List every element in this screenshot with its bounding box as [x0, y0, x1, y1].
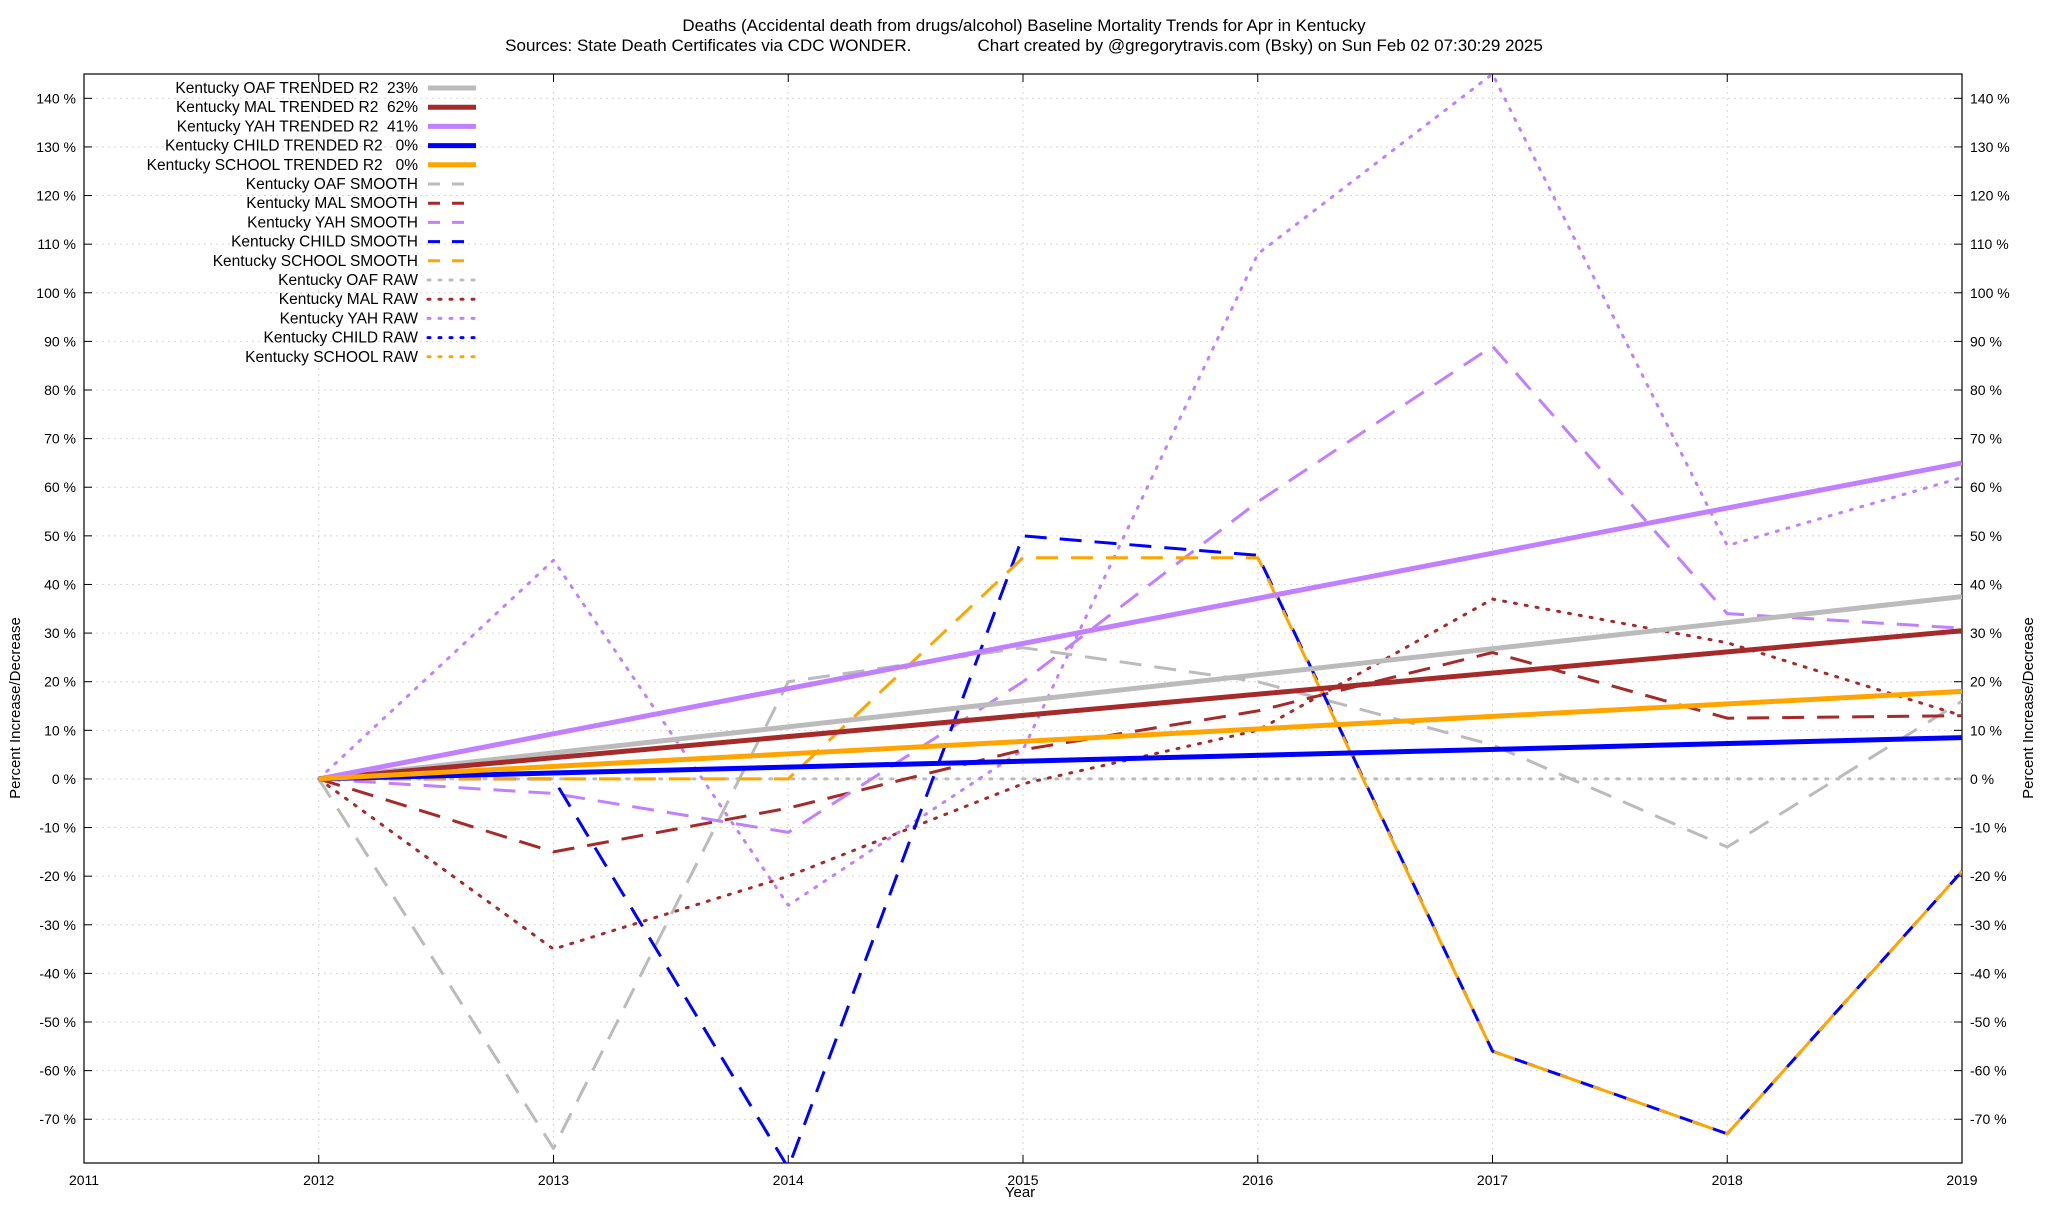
y-tick-label-left: 130 %	[36, 139, 76, 155]
y-tick-label-right: -40 %	[1970, 965, 2007, 981]
y-tick-label-left: 90 %	[44, 333, 76, 349]
legend-label: Kentucky YAH SMOOTH	[247, 214, 418, 231]
y-tick-label-right: 140 %	[1970, 90, 2010, 106]
y-tick-label-right: 30 %	[1970, 625, 2002, 641]
legend-label: Kentucky OAF SMOOTH	[246, 176, 418, 193]
y-tick-label-right: 70 %	[1970, 431, 2002, 447]
chart-title: Deaths (Accidental death from drugs/alco…	[682, 16, 1366, 35]
legend-label: Kentucky OAF RAW	[278, 272, 418, 289]
plot-frame	[83, 73, 1963, 1164]
y-tick-label-right: -20 %	[1970, 868, 2007, 884]
y-tick-label-right: 0 %	[1970, 771, 1994, 787]
x-tick-label: 2012	[303, 1172, 334, 1188]
y-tick-label-right: 40 %	[1970, 576, 2002, 592]
series-line-6	[317, 646, 1962, 1150]
y-tick-label-left: 10 %	[44, 722, 76, 738]
legend-label: Kentucky MAL TRENDED R2 62%	[176, 99, 418, 116]
y-tick-label-right: -60 %	[1970, 1063, 2007, 1079]
y-tick-label-left: 40 %	[44, 576, 76, 592]
y-tick-label-right: -30 %	[1970, 917, 2007, 933]
y-tick-label-left: 50 %	[44, 528, 76, 544]
legend-label: Kentucky CHILD SMOOTH	[231, 234, 418, 251]
y-tick-label-right: -10 %	[1970, 820, 2007, 836]
y-tick-label-left: 0 %	[52, 771, 76, 787]
series-line-10	[318, 556, 1962, 1136]
x-axis-label: Year	[1005, 1184, 1035, 1200]
x-tick-label: 2017	[1477, 1172, 1508, 1188]
y-tick-label-right: 110 %	[1970, 236, 2009, 252]
series-line-5	[318, 688, 1962, 782]
y-axis-label-left: Percent Increase/Decrease	[7, 617, 24, 799]
legend-label: Kentucky OAF TRENDED R2 23%	[175, 80, 418, 97]
legend-label: Kentucky SCHOOL SMOOTH	[213, 253, 418, 270]
x-tick-label: 2011	[69, 1172, 99, 1188]
y-tick-label-left: 70 %	[44, 431, 76, 447]
series-layer	[317, 74, 1962, 1163]
y-tick-label-left: -40 %	[39, 965, 76, 981]
legend-label: Kentucky MAL SMOOTH	[246, 195, 418, 212]
y-tick-label-right: 80 %	[1970, 382, 2002, 398]
legend-label: Kentucky YAH RAW	[280, 310, 419, 327]
y-tick-label-right: -50 %	[1970, 1014, 2007, 1030]
y-tick-label-right: 100 %	[1970, 285, 2010, 301]
series-line-3	[318, 460, 1962, 782]
y-tick-label-left: 30 %	[44, 625, 76, 641]
y-tick-label-left: -20 %	[39, 868, 76, 884]
y-tick-label-left: 60 %	[44, 479, 76, 495]
series-line-12	[317, 597, 1962, 951]
legend-label: Kentucky CHILD TRENDED R2 0%	[165, 138, 418, 155]
legend-label: Kentucky SCHOOL TRENDED R2 0%	[147, 157, 419, 174]
x-tick-label: 2016	[1242, 1172, 1273, 1188]
y-tick-label-right: 20 %	[1970, 674, 2002, 690]
y-tick-label-left: 80 %	[44, 382, 76, 398]
y-tick-label-left: -10 %	[39, 820, 76, 836]
series-line-1	[318, 594, 1962, 782]
x-tick-label: 2019	[1946, 1172, 1977, 1188]
y-tick-label-left: 140 %	[36, 90, 76, 106]
y-axis-label-right: Percent Increase/Decrease	[2020, 617, 2037, 799]
legend: Kentucky OAF TRENDED R2 23% Kentucky MAL …	[147, 80, 478, 366]
y-tick-label-right: 50 %	[1970, 528, 2002, 544]
legend-label: Kentucky YAH TRENDED R2 41%	[177, 118, 418, 135]
legend-label: Kentucky CHILD RAW	[264, 330, 419, 347]
chart-subtitle: Sources: State Death Certificates via CD…	[505, 36, 1543, 55]
y-tick-label-right: 90 %	[1970, 333, 2002, 349]
y-tick-label-right: 10 %	[1970, 722, 2002, 738]
series-line-9	[318, 534, 1962, 1163]
y-tick-label-right: -70 %	[1970, 1111, 2007, 1127]
grid-layer	[83, 74, 1963, 1163]
x-tick-label: 2014	[773, 1172, 804, 1188]
y-tick-label-left: -30 %	[39, 917, 76, 933]
x-tick-label: 2018	[1712, 1172, 1743, 1188]
series-line-8	[318, 344, 1962, 834]
y-tick-label-right: 130 %	[1970, 139, 2010, 155]
y-tick-label-left: 100 %	[36, 285, 76, 301]
y-tick-label-left: 20 %	[44, 674, 76, 690]
x-tick-label: 2013	[538, 1172, 569, 1188]
y-tick-label-left: 120 %	[36, 188, 76, 204]
y-tick-label-right: 120 %	[1970, 188, 2010, 204]
x-tick-label: 2015	[1007, 1172, 1038, 1188]
axis-layer: -70 % -70 % -60 % -60 % -50 % -50 % -40 % -40 %…	[36, 73, 2010, 1188]
legend-label: Kentucky SCHOOL RAW	[245, 349, 418, 366]
series-line-13	[317, 74, 1962, 907]
series-line-2	[318, 628, 1962, 782]
y-tick-label-right: 60 %	[1970, 479, 2002, 495]
y-tick-label-left: 110 %	[37, 236, 76, 252]
y-tick-label-left: -60 %	[39, 1063, 76, 1079]
legend-label: Kentucky MAL RAW	[279, 291, 419, 308]
y-tick-label-left: -70 %	[39, 1111, 76, 1127]
y-tick-label-left: -50 %	[39, 1014, 76, 1030]
series-line-4	[318, 735, 1962, 782]
